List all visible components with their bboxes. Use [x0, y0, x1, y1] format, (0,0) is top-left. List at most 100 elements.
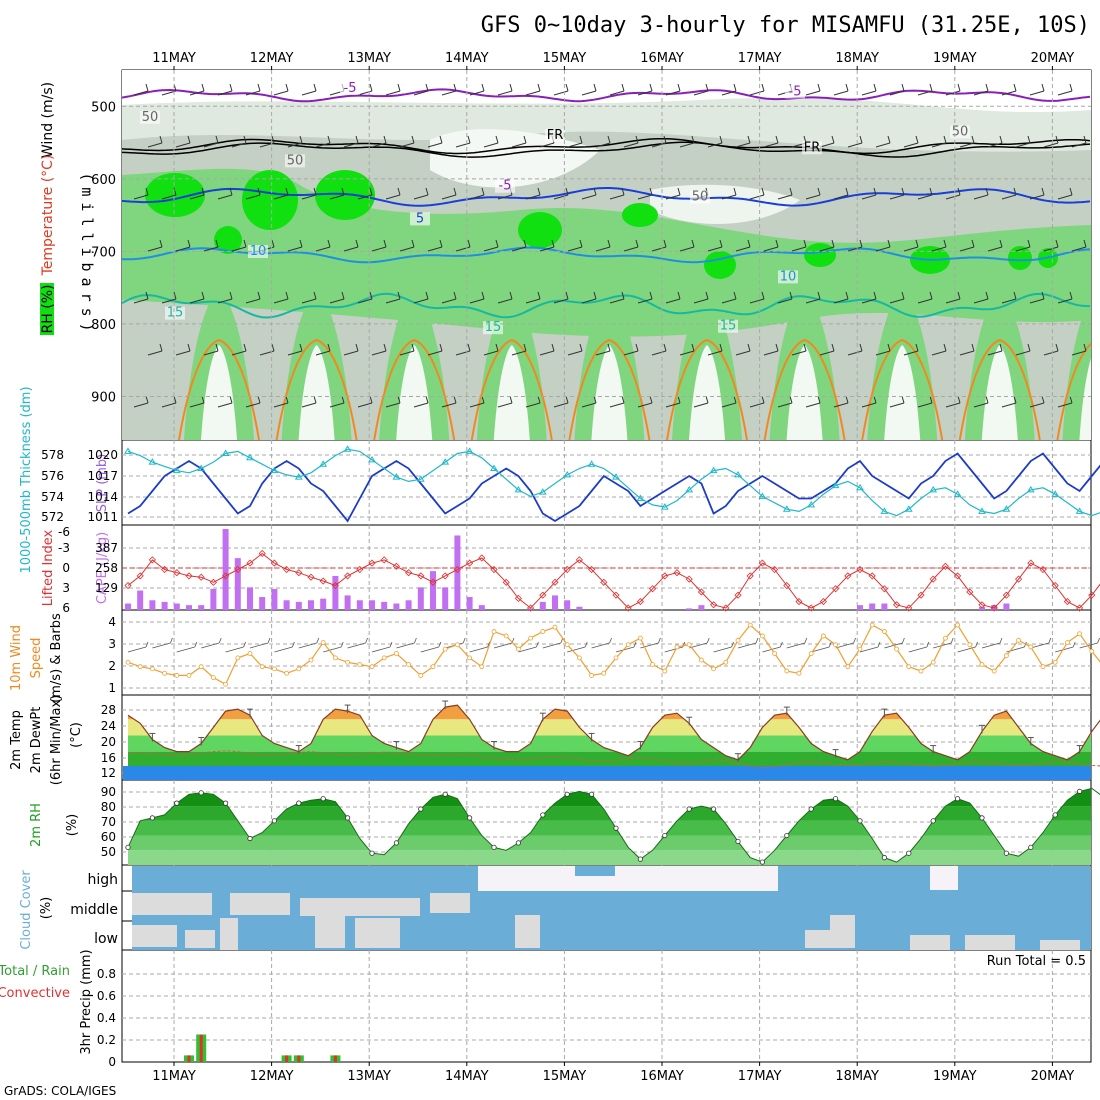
precip-convective-bar — [199, 1034, 203, 1062]
wind10-speed-line — [127, 624, 1100, 686]
upper-wind-barb — [581, 90, 597, 96]
upper-wind-barb — [609, 298, 625, 304]
upper-wind-barb-flag — [355, 135, 359, 144]
cape-bar — [393, 603, 400, 610]
dry-core — [298, 345, 335, 440]
bottom-day-label: 11MAY — [152, 1069, 196, 1084]
upper-wind-barb — [287, 142, 303, 148]
wind10-point — [1052, 659, 1058, 665]
wind10-point — [1077, 631, 1082, 637]
upper-wind-barb-flag — [761, 83, 765, 92]
upper-wind-barb-flag — [705, 83, 709, 92]
upper-wind-barb-flag — [915, 135, 919, 144]
rh2m-point — [735, 838, 741, 845]
upper-wind-barb — [679, 142, 695, 148]
upper-wind-barb — [441, 194, 457, 200]
wind10-barb — [420, 646, 439, 653]
cloud-clear-block — [965, 935, 1015, 950]
upper-wind-barb-flag — [523, 135, 527, 144]
lifted-index-point — [636, 598, 644, 606]
thickness-point — [904, 505, 913, 512]
cape-bar — [173, 603, 180, 610]
thickness-point — [538, 488, 547, 495]
rh-band — [128, 850, 1091, 865]
upper-wind-barb-flag — [733, 187, 737, 196]
upper-wind-barb-flag — [635, 343, 639, 352]
precip-convective-bar — [333, 1055, 337, 1062]
upper-wind-barb-flag — [425, 83, 429, 92]
upper-wind-barb — [371, 142, 387, 148]
temp-tick-label: 12 — [101, 766, 116, 780]
wind-tick-label: 2 — [108, 659, 116, 673]
upper-wind-barb — [427, 350, 443, 356]
upper-wind-barb — [203, 142, 219, 148]
isotherm-20 — [373, 338, 456, 440]
wind10-point — [320, 640, 326, 645]
bottom-day-label: 19MAY — [933, 1069, 977, 1084]
wind10-barb-flag — [414, 637, 417, 644]
dry-core — [591, 345, 628, 440]
top-day-label: 11MAY — [152, 51, 196, 66]
upper-wind-barb-flag — [299, 135, 303, 144]
upper-wind-barb — [133, 402, 149, 408]
upper-wind-barb — [553, 402, 569, 408]
lifted-index-point — [893, 601, 901, 609]
wind-tick-label: 3 — [108, 637, 116, 651]
lifted-index-point — [832, 585, 840, 593]
upper-wind-barb-flag — [761, 291, 765, 300]
upper-wind-barb-flag — [229, 187, 233, 196]
upper-wind-barb — [189, 402, 205, 408]
upper-wind-barb-flag — [537, 291, 541, 300]
panel-labels: (millibars) Wind (m/s) Temperature (°C) … — [0, 82, 1086, 1055]
upper-wind-barb — [539, 350, 555, 356]
upper-wind-barb — [791, 246, 807, 252]
lifted-index-point — [453, 565, 461, 574]
upper-wind-barb — [763, 350, 779, 356]
lifted-index-point — [478, 554, 486, 562]
wind10-point — [845, 664, 851, 670]
upper-wind-barb — [847, 350, 863, 356]
upper-wind-barb — [665, 402, 681, 408]
upper-wind-barb — [987, 350, 1003, 356]
wind10-barb — [542, 642, 561, 649]
top-day-label: 17MAY — [738, 51, 782, 66]
wind10-point — [638, 635, 643, 641]
slp-tick-label: 1017 — [87, 469, 118, 483]
upper-wind-barb — [273, 298, 289, 304]
upper-wind-barb — [903, 350, 919, 356]
top-day-label: 16MAY — [640, 51, 684, 66]
rh2m-point — [1003, 850, 1010, 856]
upper-wind-barb — [889, 90, 905, 96]
wind10-label-2: Speed — [29, 638, 44, 679]
upper-wind-barb-flag — [509, 83, 513, 92]
upper-wind-barb — [931, 142, 947, 148]
wind10-point — [198, 664, 204, 670]
upper-wind-barb-flag — [775, 135, 779, 144]
upper-wind-barb-flag — [383, 343, 387, 352]
upper-wind-barb — [973, 402, 989, 408]
cape-bar — [430, 571, 436, 610]
upper-wind-barb — [399, 350, 415, 356]
thickness-tick-label: 574 — [41, 490, 64, 504]
wind10-barb-flag — [267, 637, 271, 644]
rh2m-point — [637, 856, 644, 862]
upper-wind-barb — [315, 350, 331, 356]
upper-wind-barb-flag — [285, 187, 289, 196]
upper-wind-barb — [553, 194, 569, 200]
lifted-index-point — [880, 585, 888, 593]
upper-wind-barb — [777, 194, 793, 200]
wind10-barb — [664, 646, 683, 653]
upper-wind-barb-flag — [439, 239, 443, 248]
upper-wind-barb — [1001, 194, 1017, 200]
wind10-point — [332, 655, 338, 661]
wind10-barb-flag — [536, 641, 539, 648]
upper-wind-barb — [497, 194, 513, 200]
upper-wind-barb — [1043, 350, 1059, 356]
upper-wind-barb-flag — [985, 83, 989, 92]
upper-wind-barb — [945, 402, 961, 408]
rh2m-point — [515, 840, 522, 846]
lifted-index-point — [1027, 559, 1035, 567]
wind10-point — [1004, 653, 1009, 659]
upper-wind-barb — [651, 142, 667, 148]
upper-wind-barb — [441, 298, 457, 304]
